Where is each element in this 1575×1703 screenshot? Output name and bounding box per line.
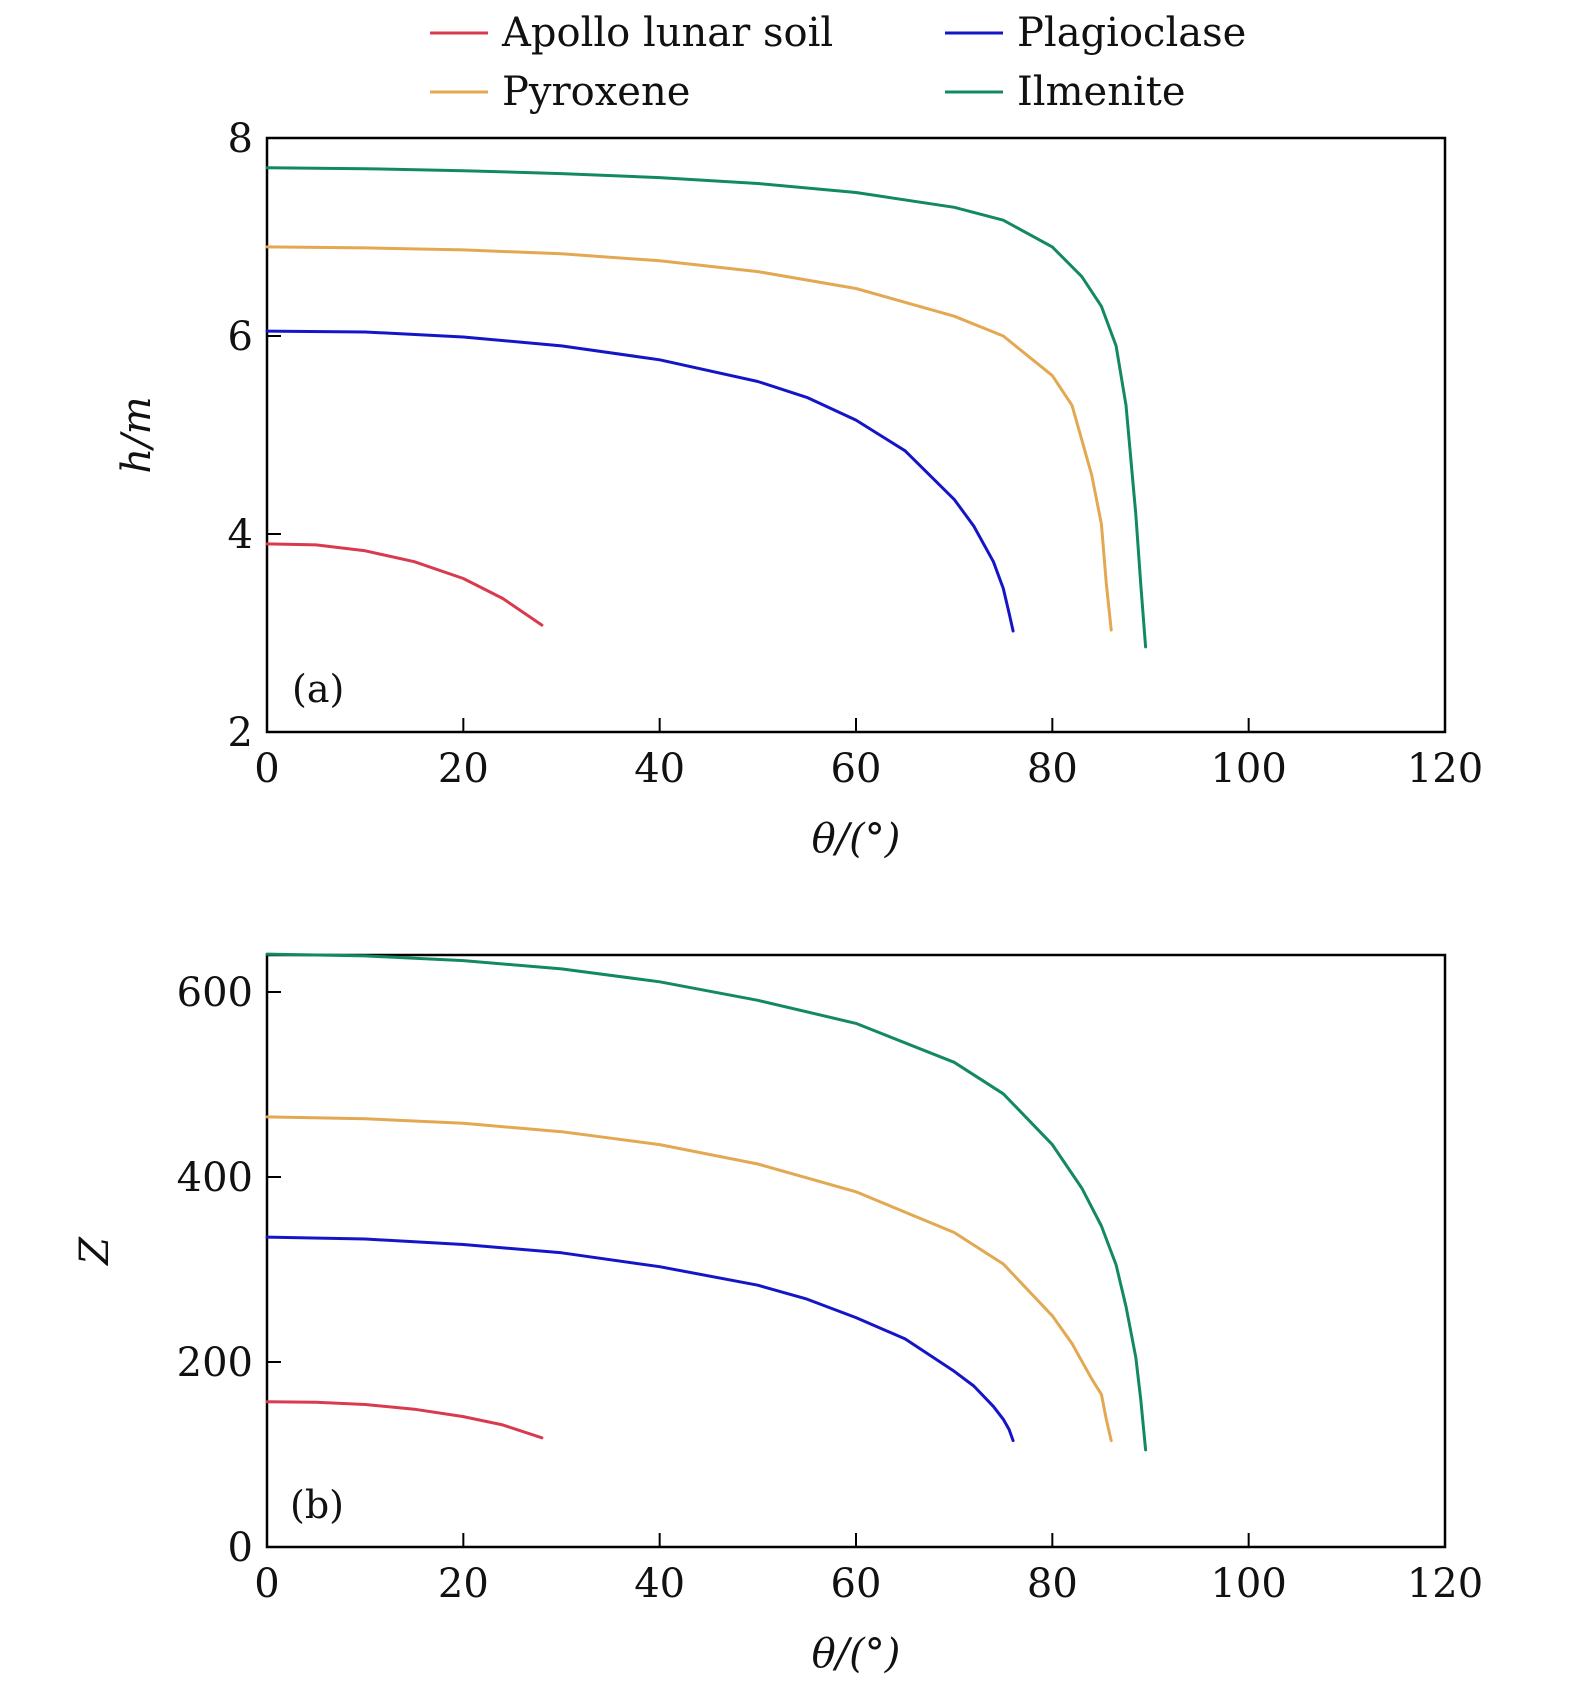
y-tick-label: 200 xyxy=(177,1340,253,1386)
legend: Apollo lunar soil Plagioclase Pyroxene Ilme… xyxy=(430,10,1246,115)
panel-b: 0 20 40 60 80 100 120 0 200 400 600 θ/(°) Z (b) xyxy=(72,952,1483,1677)
x-axis-label: θ/(°) xyxy=(812,1631,901,1677)
y-tick-label: 2 xyxy=(228,710,253,756)
series-line-plagioclase xyxy=(265,1235,1015,1443)
x-tick-label: 40 xyxy=(634,746,685,792)
legend-label: Pyroxene xyxy=(502,69,690,115)
y-tick-label: 0 xyxy=(228,1525,253,1571)
legend-label: Apollo lunar soil xyxy=(501,10,833,56)
legend-item: Plagioclase xyxy=(945,10,1246,56)
y-tick-label: 4 xyxy=(228,512,253,558)
plot-frame xyxy=(265,136,1447,734)
x-tick-label: 120 xyxy=(1407,1561,1483,1607)
x-tick-label: 20 xyxy=(438,1561,489,1607)
x-tick-label: 80 xyxy=(1027,1561,1078,1607)
y-axis-label: Z xyxy=(72,1236,118,1267)
x-tick-label: 0 xyxy=(254,1561,279,1607)
x-tick-label: 80 xyxy=(1027,746,1078,792)
x-tick-label: 100 xyxy=(1210,1561,1286,1607)
series-line-pyroxene xyxy=(265,245,1113,632)
x-tick-label: 60 xyxy=(831,746,882,792)
x-tick-label: 120 xyxy=(1407,746,1483,792)
x-tick-label: 20 xyxy=(438,746,489,792)
plot-frame xyxy=(265,953,1447,1549)
series-line-apollo-lunar-soil xyxy=(265,1400,544,1440)
y-tick-label: 400 xyxy=(177,1155,253,1201)
y-tick-label: 6 xyxy=(228,314,253,360)
x-tick-label: 100 xyxy=(1210,746,1286,792)
y-tick-label: 600 xyxy=(177,970,253,1016)
legend-label: Plagioclase xyxy=(1017,10,1246,56)
legend-item: Apollo lunar soil xyxy=(430,10,833,56)
series-line-ilmenite xyxy=(265,166,1148,649)
panel-label: (a) xyxy=(292,667,344,711)
legend-label: Ilmenite xyxy=(1017,69,1186,115)
panel-a: 0 20 40 60 80 100 120 2 4 6 8 θ/(°) h/m (a) xyxy=(114,116,1483,862)
series-line-ilmenite xyxy=(265,952,1148,1452)
series-line-apollo-lunar-soil xyxy=(265,542,544,627)
x-tick-label: 40 xyxy=(634,1561,685,1607)
legend-item: Ilmenite xyxy=(945,69,1186,115)
series-line-plagioclase xyxy=(265,329,1015,633)
y-tick-label: 8 xyxy=(228,116,253,162)
x-axis-label: θ/(°) xyxy=(812,816,901,862)
y-axis-label: h/m xyxy=(114,396,160,473)
series-line-pyroxene xyxy=(265,1115,1113,1443)
panel-label: (b) xyxy=(290,1483,344,1527)
x-tick-label: 0 xyxy=(254,746,279,792)
x-tick-label: 60 xyxy=(831,1561,882,1607)
legend-item: Pyroxene xyxy=(430,69,690,115)
